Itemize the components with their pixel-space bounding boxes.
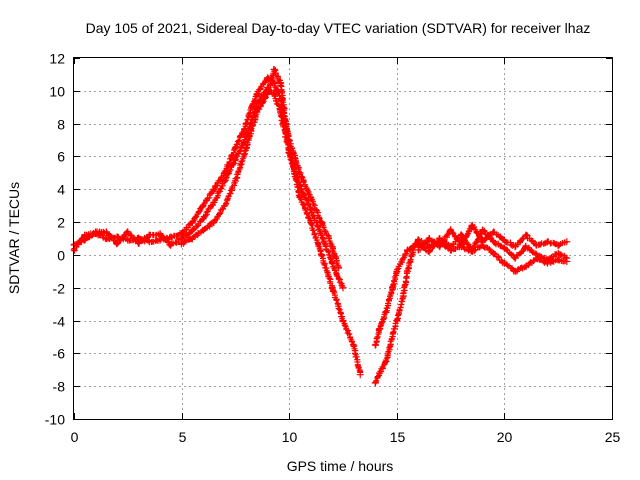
marker-trace [178, 66, 364, 376]
x-tick-label: 25 [605, 429, 621, 445]
y-tick-labels: -10 -8 -6 -4 -2 0 2 4 6 8 10 12 [45, 51, 65, 428]
y-tick-label: 6 [57, 149, 65, 165]
x-tick-label: 5 [179, 429, 187, 445]
y-tick-label: -10 [45, 412, 65, 428]
x-tick-label: 0 [71, 429, 79, 445]
x-tick-label: 15 [390, 429, 406, 445]
y-tick-label: 8 [57, 117, 65, 133]
y-axis-label: SDTVAR / TECUs [6, 182, 22, 294]
y-tick-label: 12 [49, 51, 65, 67]
x-axis-label: GPS time / hours [287, 458, 394, 474]
y-tick-label: 4 [57, 182, 65, 198]
y-tick-label: -4 [53, 314, 66, 330]
y-tick-label: 10 [49, 84, 65, 100]
x-tick-labels: 0 5 10 15 20 25 [71, 429, 621, 445]
data-points [70, 65, 571, 387]
y-tick-label: -8 [53, 379, 66, 395]
series-track-a [70, 74, 343, 272]
marker-trace [415, 222, 568, 253]
x-tick-label: 20 [497, 429, 513, 445]
series-track-f [414, 221, 571, 254]
y-tick-label: 0 [57, 248, 65, 264]
plot-frame [73, 57, 613, 420]
y-tick-label: -2 [53, 281, 66, 297]
y-tick-label: 2 [57, 215, 65, 231]
x-tick-label: 10 [282, 429, 298, 445]
y-tick-label: -6 [53, 346, 66, 362]
series-track-c [178, 65, 364, 379]
axis-ticks [74, 58, 613, 420]
chart-title: Day 105 of 2021, Sidereal Day-to-day VTE… [86, 20, 591, 36]
